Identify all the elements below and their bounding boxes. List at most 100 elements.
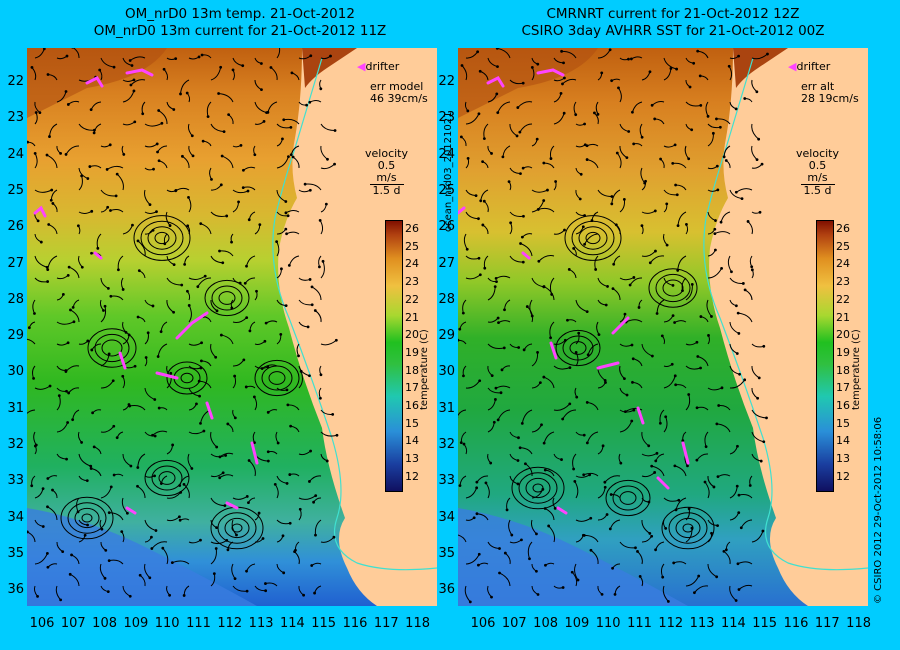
right-error-box: err alt 28 19cm/s (801, 81, 859, 105)
colorbar-tick: 20 (836, 328, 850, 342)
longitude-label: 111 (627, 616, 652, 631)
longitude-label: 106 (29, 616, 55, 631)
right-sst-map (458, 48, 868, 606)
latitude-label: 36 (7, 582, 24, 598)
left-err-value: 46 39cm/s (370, 92, 428, 105)
longitude-label: 114 (279, 616, 305, 631)
latitude-label: 30 (7, 364, 24, 380)
colorbar-tick: 26 (405, 222, 419, 235)
longitude-label: 115 (752, 616, 778, 631)
colorbar-tick: 23 (405, 275, 419, 289)
latitude-label: 25 (438, 182, 455, 198)
colorbar-tick: 23 (836, 275, 850, 289)
copyright-text: © CSIRO 2012 29-Oct-2012 10:58:06 (873, 416, 884, 604)
right-velocity-legend: velocity 0.5 m/s 1.5 d (796, 148, 839, 197)
longitude-label: 107 (60, 616, 86, 631)
longitude-label: 110 (595, 616, 621, 631)
latitude-label: 23 (438, 110, 455, 126)
run-id-text: ocean_nrd03_20121021 (443, 111, 454, 232)
latitude-label: 28 (438, 291, 455, 307)
latitude-label: 31 (7, 400, 24, 416)
latitude-label: 33 (438, 473, 455, 489)
colorbar-tick: 22 (836, 292, 850, 306)
latitude-label: 26 (438, 219, 455, 235)
right-title-line2: CSIRO 3day AVHRR SST for 21-Oct-2012 00Z (521, 23, 825, 39)
longitude-label: 108 (92, 616, 117, 631)
colorbar-tick: 15 (405, 416, 419, 430)
right-velocity-scale: 0.5 m/s (800, 160, 835, 185)
left-title-line1: OM_nrD0 13m temp. 21-Oct-2012 (125, 6, 355, 22)
latitude-label: 24 (7, 146, 24, 162)
latitude-label: 22 (438, 74, 455, 89)
left-time-scale: 1.5 d (372, 184, 401, 197)
colorbar-tick: 14 (405, 434, 419, 448)
left-error-box: err model 46 39cm/s (370, 81, 428, 105)
colorbar-tick: 19 (836, 345, 850, 359)
colorbar-tick: 21 (836, 310, 850, 324)
longitude-label: 118 (846, 616, 871, 631)
colorbar-tick: 19 (405, 345, 419, 359)
longitude-label: 116 (783, 616, 809, 631)
colorbar-tick: 18 (405, 363, 419, 377)
left-title-line2: OM_nrD0 13m current for 21-Oct-2012 11Z (93, 23, 387, 39)
longitude-label: 115 (311, 616, 337, 631)
left-err-label: err model (370, 80, 424, 93)
left-velocity-legend: velocity 0.5 m/s 1.5 d (365, 148, 408, 197)
longitude-label: 107 (501, 616, 527, 631)
longitude-label: 112 (217, 616, 243, 631)
right-title-line1: CMRNRT current for 21-Oct-2012 12Z (546, 6, 800, 22)
colorbar-tick: 12 (405, 469, 419, 483)
right-time-scale: 1.5 d (803, 184, 832, 197)
colorbar-tick: 22 (405, 292, 419, 306)
latitude-label: 27 (7, 255, 24, 271)
colorbar-tick: 17 (405, 381, 419, 395)
longitude-label: 109 (123, 616, 149, 631)
longitude-label: 117 (373, 616, 399, 631)
longitude-label: 113 (689, 616, 715, 631)
longitude-label: 118 (405, 616, 430, 631)
longitude-label: 117 (814, 616, 840, 631)
longitude-label: 111 (186, 616, 211, 631)
latitude-label: 29 (7, 328, 24, 344)
latitude-label: 36 (438, 582, 455, 598)
longitude-label: 112 (658, 616, 684, 631)
colorbar-tick: 24 (405, 257, 419, 271)
latitude-label: 35 (438, 545, 455, 561)
right-drifter-label: drifter (796, 60, 831, 73)
colorbar-tick: 24 (836, 257, 850, 271)
latitude-label: 22 (7, 74, 24, 89)
colorbar-tick: 14 (836, 434, 850, 448)
left-panel-title: OM_nrD0 13m temp. 21-Oct-2012 OM_nrD0 13… (25, 6, 455, 40)
left-velocity-label: velocity (365, 147, 408, 160)
longitude-label: 110 (154, 616, 180, 631)
colorbar-tick: 25 (836, 239, 850, 253)
latitude-label: 29 (438, 328, 455, 344)
latitude-label: 31 (438, 400, 455, 416)
left-drifter-label: drifter (365, 60, 400, 73)
latitude-label: 35 (7, 545, 24, 561)
colorbar-tick: 15 (836, 416, 850, 430)
colorbar-tick: 20 (405, 328, 419, 342)
right-colorbar (816, 220, 834, 492)
colorbar-tick: 17 (836, 381, 850, 395)
colorbar-tick: 26 (836, 222, 850, 235)
latitude-label: 25 (7, 182, 24, 198)
latitude-label: 24 (438, 146, 455, 162)
colorbar-tick: 21 (405, 310, 419, 324)
longitude-label: 109 (564, 616, 590, 631)
longitude-label: 113 (248, 616, 274, 631)
colorbar-tick: 13 (836, 452, 850, 466)
colorbar-tick: 25 (405, 239, 419, 253)
right-drifter-legend: ◀drifter (788, 60, 831, 73)
colorbar-tick: 12 (836, 469, 850, 483)
colorbar-tick: 16 (405, 399, 419, 412)
left-colorbar-unit: temperature (C) (419, 329, 430, 410)
left-map-panel (27, 48, 437, 606)
latitude-label: 26 (7, 219, 24, 235)
left-velocity-scale: 0.5 m/s (369, 160, 404, 185)
colorbar-tick: 13 (405, 452, 419, 466)
colorbar-tick: 18 (836, 363, 850, 377)
latitude-label: 34 (7, 509, 24, 525)
right-panel-title: CMRNRT current for 21-Oct-2012 12Z CSIRO… (458, 6, 888, 40)
right-err-value: 28 19cm/s (801, 92, 859, 105)
